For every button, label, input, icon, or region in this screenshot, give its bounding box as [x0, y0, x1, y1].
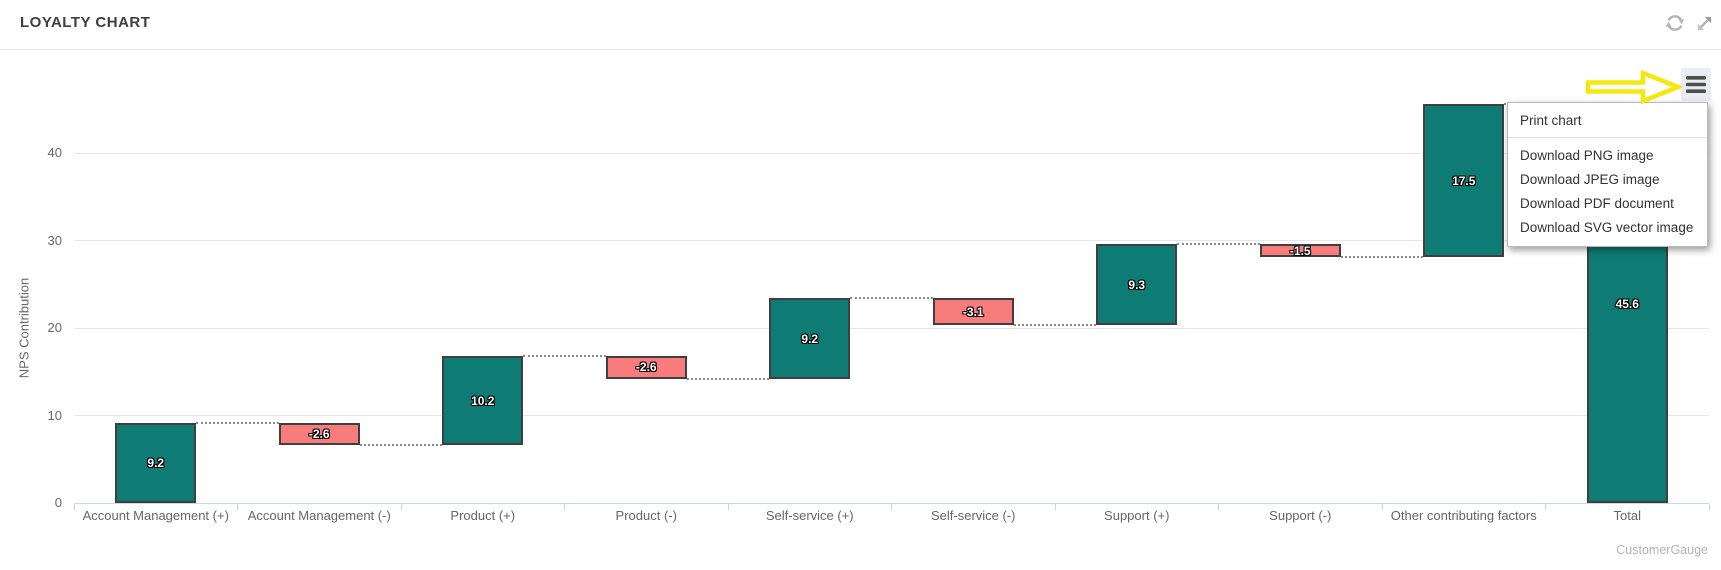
x-axis-category-label: Self-service (+) [765, 508, 854, 523]
y-axis-tick-label: 10 [47, 407, 62, 423]
bar-value-label: 10.2 [471, 393, 495, 408]
bar-support-plus[interactable] [1096, 244, 1178, 326]
x-axis-tick [1218, 504, 1219, 510]
bar-value-label: 9.2 [801, 331, 819, 346]
bar-product-minus[interactable] [605, 356, 687, 379]
y-axis-tick-label: 20 [47, 320, 62, 335]
x-axis-tick [727, 504, 729, 510]
chart-context-menu: Print chart Download PNG image Download … [1507, 102, 1708, 247]
bar-value-label: -3.1 [962, 304, 984, 319]
widget-title: LOYALTY CHART [20, 14, 151, 31]
bar-self-service-plus[interactable] [769, 298, 851, 379]
x-axis-tick [1054, 504, 1056, 510]
x-axis-tick [237, 504, 238, 510]
connector-line [1013, 324, 1097, 327]
bar-other-contributing-factors[interactable] [1423, 104, 1505, 258]
y-axis-tick-label: 30 [47, 232, 62, 248]
expand-button[interactable] [1695, 14, 1714, 33]
bar-self-service-minus[interactable] [932, 298, 1014, 326]
connector-line [523, 355, 606, 357]
x-axis-category-label: Other contributing factors [1390, 508, 1537, 523]
x-axis-category-label: Product (+) [450, 508, 516, 523]
bar-support-minus[interactable] [1259, 244, 1341, 258]
connector-line [1340, 256, 1424, 259]
y-gridline [74, 240, 1709, 241]
bar-value-label: 17.5 [1452, 173, 1476, 188]
bar-value-label: 45.6 [1615, 296, 1639, 311]
menu-item-download-svg[interactable]: Download SVG vector image [1520, 220, 1694, 235]
bar-value-label: 9.2 [147, 455, 165, 470]
connector-line [686, 377, 770, 380]
menu-item-print-chart[interactable]: Print chart [1520, 113, 1582, 128]
x-axis-tick [73, 504, 75, 510]
bar-value-label: -2.6 [635, 360, 657, 375]
x-axis-category-label: Support (+) [1104, 508, 1170, 523]
bar-account-management-minus[interactable] [278, 422, 360, 446]
x-axis-category-label: Self-service (-) [930, 508, 1016, 523]
x-axis-category-label: Total [1613, 508, 1641, 523]
y-gridline [74, 415, 1709, 416]
x-axis-category-label: Product (-) [615, 508, 677, 523]
menu-item-download-jpeg[interactable]: Download JPEG image [1520, 172, 1660, 187]
bar-value-label: -2.6 [308, 426, 330, 441]
connector-line [359, 444, 443, 447]
x-axis-tick [1708, 504, 1710, 510]
connector-line [196, 421, 279, 424]
x-axis-category-label: Account Management (+) [82, 508, 229, 523]
connector-line [850, 297, 933, 300]
y-axis-tick-label: 0 [54, 495, 62, 510]
connector-line [1177, 243, 1260, 245]
expand-icon [1697, 16, 1712, 31]
y-axis-title: NPS Contribution [16, 277, 32, 379]
refresh-icon [1665, 15, 1685, 31]
x-axis-category-label: Support (-) [1269, 508, 1332, 523]
x-axis-tick [891, 504, 892, 510]
refresh-button[interactable] [1664, 12, 1686, 34]
y-gridline [74, 327, 1709, 329]
bar-account-management-plus[interactable] [115, 422, 197, 503]
customergauge-credit: CustomerGauge [1616, 543, 1708, 557]
bar-value-label: -1.5 [1289, 243, 1311, 258]
menu-item-download-pdf[interactable]: Download PDF document [1520, 196, 1674, 211]
menu-item-download-png[interactable]: Download PNG image [1520, 148, 1654, 163]
chart-menu-button[interactable] [1681, 68, 1711, 101]
x-axis-category-label: Account Management (-) [247, 508, 391, 523]
bar-value-label: 9.3 [1128, 277, 1146, 292]
hamburger-menu-icon [1686, 76, 1706, 93]
bar-product-plus[interactable] [442, 356, 524, 446]
x-axis-tick [564, 504, 565, 510]
y-axis-tick-label: 40 [47, 145, 62, 160]
y-gridline [74, 152, 1709, 154]
header-divider [0, 49, 1721, 50]
x-axis-tick [1381, 504, 1383, 510]
x-axis-tick [400, 504, 402, 510]
x-axis-line [74, 503, 1709, 504]
x-axis-tick [1545, 504, 1546, 510]
menu-separator [1508, 137, 1707, 138]
